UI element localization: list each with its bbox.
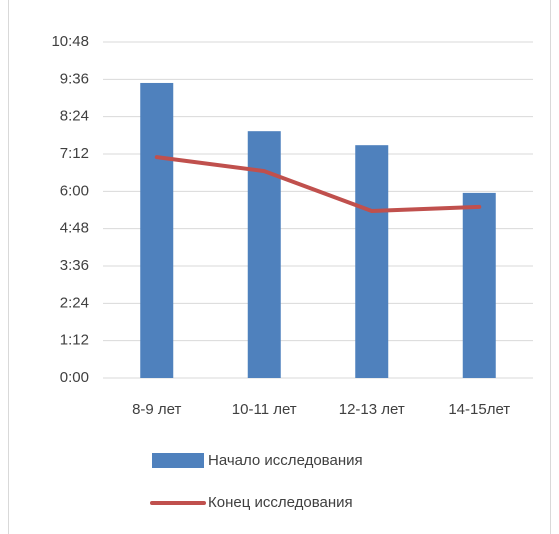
y-tick-label: 10:48 xyxy=(51,33,89,50)
x-tick-label: 14-15лет xyxy=(448,401,510,418)
legend-swatch xyxy=(152,453,204,468)
x-tick-label: 8-9 лет xyxy=(132,401,181,418)
line xyxy=(154,155,482,214)
y-tick-label: 6:00 xyxy=(60,182,89,199)
bar xyxy=(355,145,389,378)
y-tick-label: 9:36 xyxy=(60,70,89,87)
y-tick-label: 4:48 xyxy=(60,220,89,237)
y-tick-label: 0:00 xyxy=(60,369,89,386)
legend-label: Начало исследования xyxy=(208,452,363,469)
bar xyxy=(140,82,174,379)
y-tick-label: 3:36 xyxy=(60,257,89,274)
y-tick-label: 2:24 xyxy=(60,294,89,311)
y-tick-label: 1:12 xyxy=(60,332,89,349)
legend-label: Конец исследования xyxy=(208,494,353,511)
x-tick-label: 10-11 лет xyxy=(232,401,297,418)
y-tick-label: 8:24 xyxy=(60,108,89,125)
x-tick-label: 12-13 лет xyxy=(339,401,405,418)
bar xyxy=(462,192,496,378)
y-tick-label: 7:12 xyxy=(60,145,89,162)
